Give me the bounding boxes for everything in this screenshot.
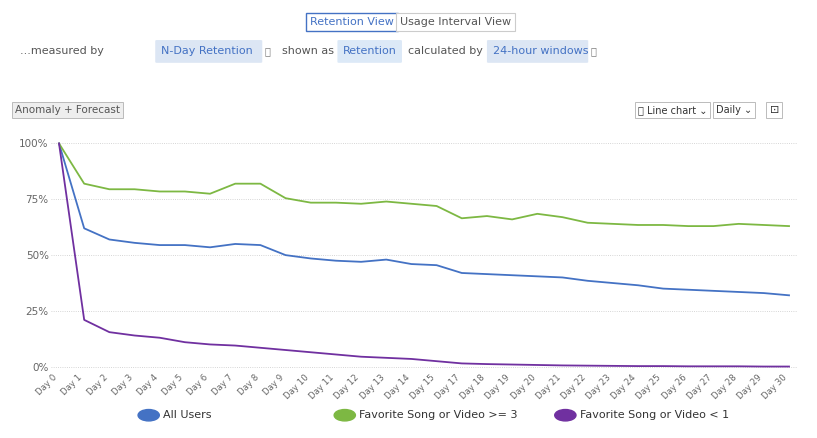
Text: All Users: All Users [163, 410, 212, 420]
Text: Retention View: Retention View [310, 17, 394, 27]
Text: ⌕ Line chart ⌄: ⌕ Line chart ⌄ [638, 105, 708, 115]
Text: Usage Interval View: Usage Interval View [400, 17, 511, 27]
Text: N-Day Retention: N-Day Retention [161, 46, 252, 56]
Text: ⊡: ⊡ [770, 105, 779, 115]
Text: calculated by: calculated by [408, 46, 484, 56]
Text: ...measured by: ...measured by [20, 46, 105, 56]
Text: Daily ⌄: Daily ⌄ [716, 105, 752, 115]
Text: 24-hour windows: 24-hour windows [493, 46, 588, 56]
Text: ⓘ: ⓘ [265, 46, 270, 56]
Text: 1: 1 [145, 411, 152, 420]
Text: 3: 3 [562, 411, 569, 420]
Text: Anomaly + Forecast: Anomaly + Forecast [15, 105, 120, 115]
Text: Retention: Retention [343, 46, 397, 56]
Text: Favorite Song or Video < 1: Favorite Song or Video < 1 [580, 410, 730, 420]
Text: shown as: shown as [282, 46, 334, 56]
Text: 2: 2 [342, 411, 348, 420]
Text: ⓘ: ⓘ [591, 46, 596, 56]
Text: Favorite Song or Video >= 3: Favorite Song or Video >= 3 [359, 410, 518, 420]
